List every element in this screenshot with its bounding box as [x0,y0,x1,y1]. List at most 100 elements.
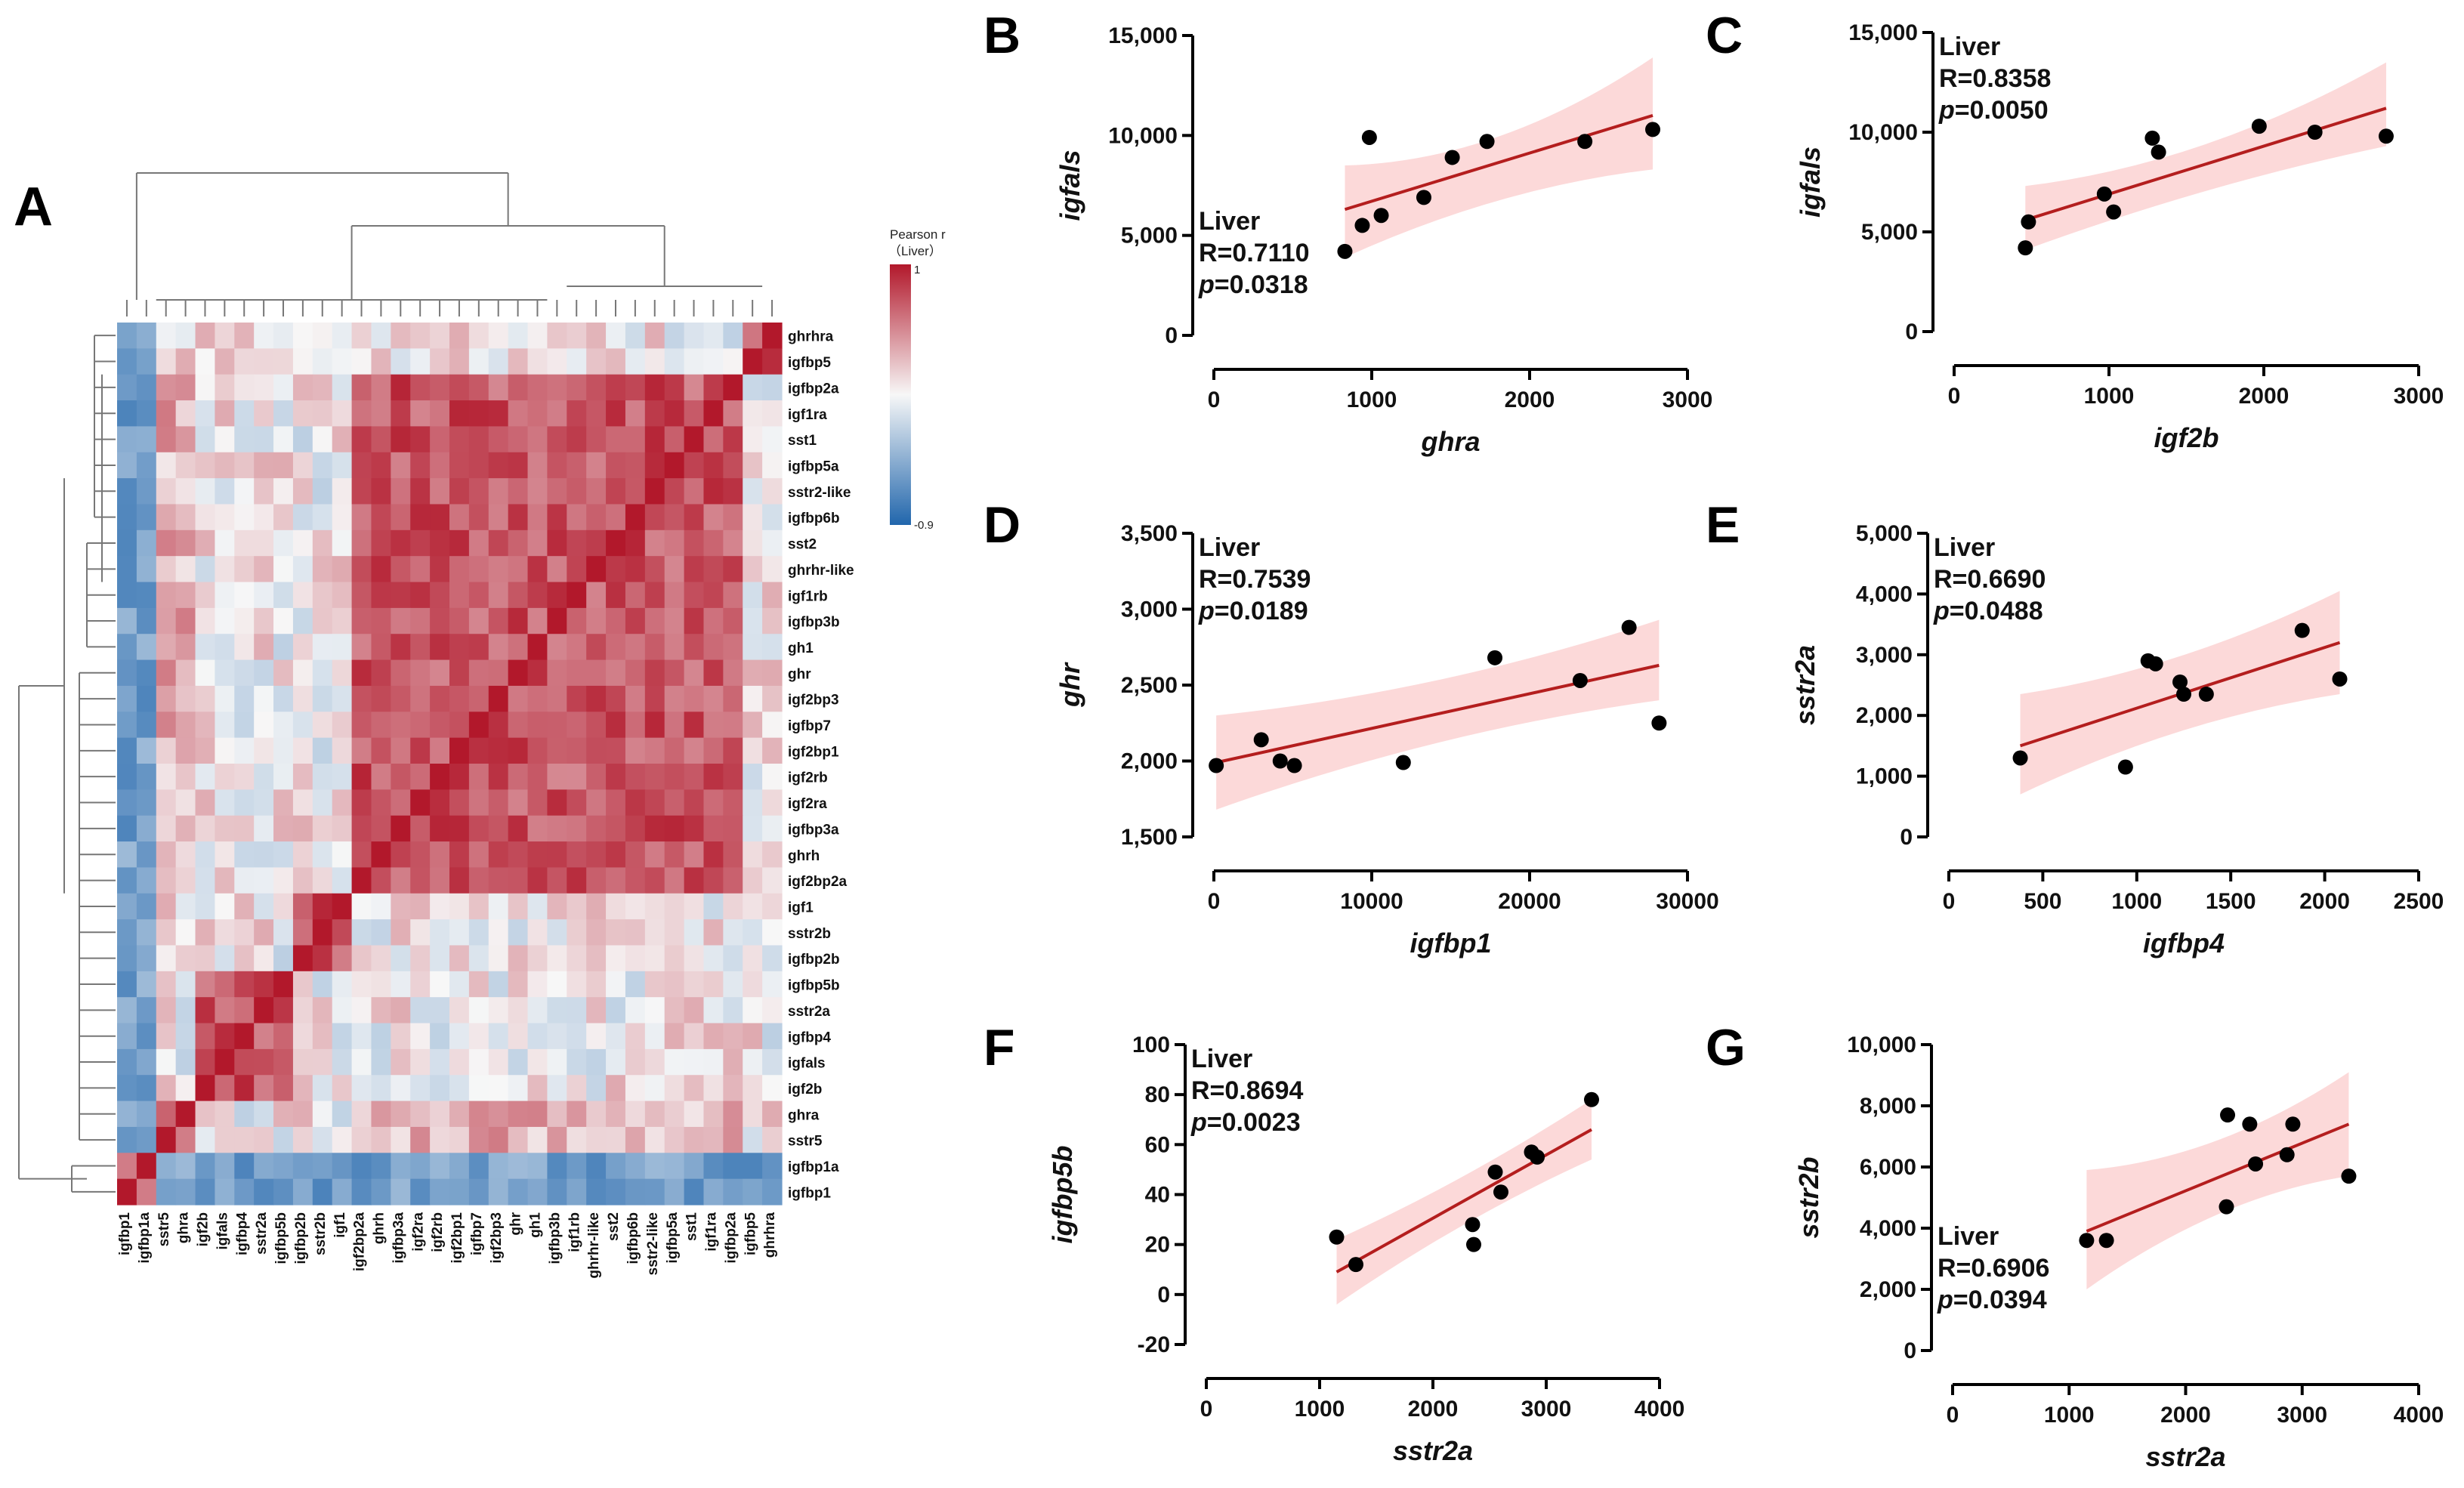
heatmap-cell [586,374,607,401]
heatmap-cell [606,504,626,531]
heatmap-cell [234,1023,255,1050]
heatmap-cell [254,971,274,998]
heatmap-cell [292,634,313,661]
heatmap-cell [508,1126,529,1153]
heatmap-cell [468,1048,489,1076]
heatmap-cell [312,504,333,531]
heatmap-cell [195,504,216,531]
heatmap-cell [723,764,743,790]
heatmap-cell [254,1023,274,1050]
heatmap-cell [567,529,587,557]
heatmap-cell [156,737,177,764]
heatmap-cell [449,764,470,790]
data-point [2307,125,2323,140]
heatmap-cell [743,478,763,505]
heatmap-cell [391,737,411,764]
heatmap-cell [175,659,196,687]
heatmap-cell [351,764,372,790]
heatmap-cell [430,607,450,634]
heatmap-cell [410,634,431,661]
heatmap-cell [273,426,294,453]
heatmap-cell [606,764,626,790]
heatmap-cell [547,789,567,817]
heatmap-cell [156,1075,177,1102]
heatmap-cell [312,348,333,375]
heatmap-cell [567,659,587,687]
col-label: igfbp2a [723,1212,739,1264]
heatmap-cell [292,1178,313,1206]
heatmap-cell [195,1048,216,1076]
heatmap-cell [468,919,489,946]
heatmap-cell [175,607,196,634]
heatmap-cell [292,971,313,998]
heatmap-cell [468,841,489,869]
heatmap-cell [547,348,567,375]
heatmap-cell [351,867,372,894]
heatmap-cell [391,685,411,712]
heatmap-cell [743,867,763,894]
heatmap-cell [351,504,372,531]
legend-title-line2: （Liver） [888,244,942,258]
heatmap-cell [567,582,587,609]
heatmap-cell [234,348,255,375]
heatmap-cell [136,893,157,920]
heatmap-cell [567,478,587,505]
heatmap-cell [468,712,489,739]
heatmap-cell [292,945,313,972]
heatmap-cell [215,815,235,842]
heatmap-cell [215,893,235,920]
heatmap-cell [547,997,567,1024]
x-axis-label: igf2b [2154,422,2219,453]
heatmap-cell [254,737,274,764]
data-point [2378,128,2394,144]
heatmap-cell [430,323,450,349]
heatmap-cell [625,529,646,557]
heatmap-cell [234,504,255,531]
heatmap-cell [175,426,196,453]
heatmap-cell [117,945,137,972]
heatmap-cell [762,504,783,531]
heatmap-cell [371,815,391,842]
heatmap-cell [156,1023,177,1050]
heatmap-cell [664,893,685,920]
heatmap-cell [664,504,685,531]
heatmap-cell [117,529,137,557]
x-tick-label: 0 [1948,384,1961,409]
heatmap-cell [175,452,196,479]
heatmap-cell [136,1153,157,1180]
heatmap-cell [371,1153,391,1180]
x-tick-label: 3000 [1663,387,1713,412]
heatmap-cell [234,1101,255,1128]
heatmap-cell [547,478,567,505]
heatmap-cell [371,426,391,453]
heatmap-cell [254,323,274,349]
heatmap-cell [703,893,724,920]
heatmap-cell [117,556,137,583]
heatmap-cell [508,1048,529,1076]
heatmap-cell [527,997,548,1024]
heatmap-cell [644,504,665,531]
heatmap-cell [156,400,177,428]
y-tick-label: 2,000 [1121,749,1178,774]
heatmap-cell [723,452,743,479]
stat-p-symbol: p [1938,96,1955,125]
heatmap-cell [175,504,196,531]
heatmap-cell [606,348,626,375]
heatmap-cell [273,323,294,349]
heatmap-cell [371,659,391,687]
y-axis-label: igfals [1054,150,1085,221]
heatmap-cell [136,841,157,869]
heatmap-cell [391,323,411,349]
heatmap-cell [723,426,743,453]
row-label: igfals [788,1056,826,1072]
heatmap-cell [351,919,372,946]
data-point [1209,758,1224,773]
heatmap-cell [292,764,313,790]
heatmap-cell [567,607,587,634]
heatmap-cell [332,1153,353,1180]
heatmap-cell [743,919,763,946]
heatmap-cell [586,945,607,972]
heatmap-cell [351,789,372,817]
heatmap-cell [567,997,587,1024]
col-label: igfbp5b [273,1212,289,1264]
